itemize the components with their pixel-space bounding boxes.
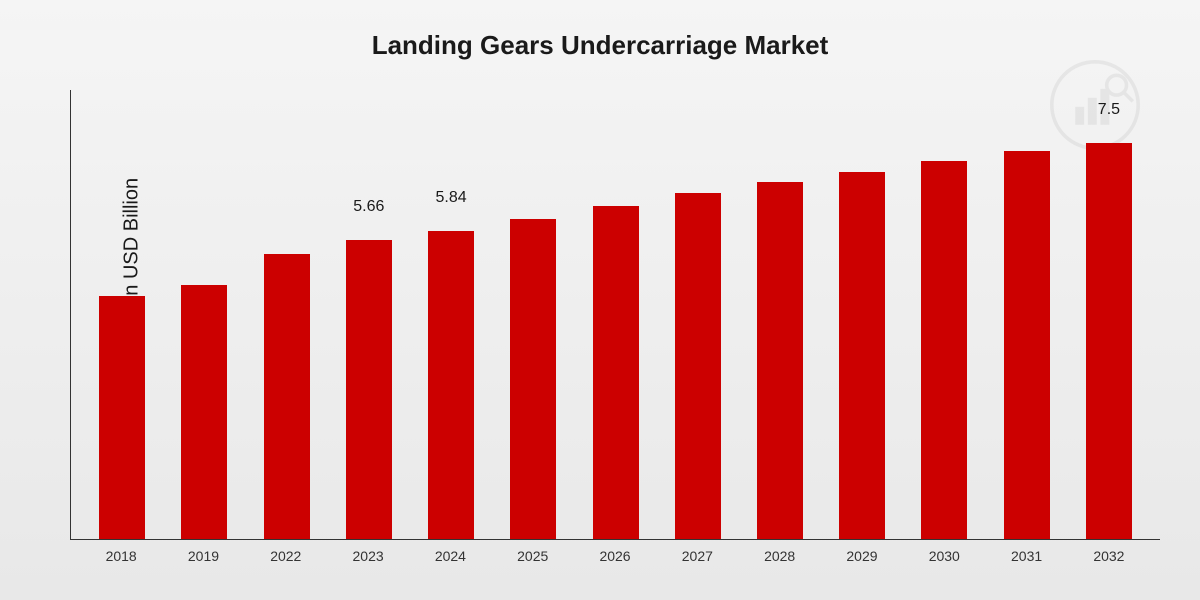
bar	[346, 240, 392, 539]
bar	[921, 161, 967, 539]
bar	[181, 285, 227, 539]
x-axis-tick-label: 2032	[1068, 540, 1150, 570]
bar-group	[821, 90, 903, 539]
bar-group	[986, 90, 1068, 539]
bar	[99, 296, 145, 539]
x-axis-tick-label: 2029	[821, 540, 903, 570]
bar	[757, 182, 803, 539]
bar-value-label: 5.66	[353, 198, 384, 216]
x-axis-tick-label: 2022	[245, 540, 327, 570]
bar-value-label: 5.84	[435, 189, 466, 207]
x-axis-labels: 2018201920222023202420252026202720282029…	[70, 540, 1160, 570]
bar	[428, 231, 474, 539]
bars-group: 5.66 5.84 7.5	[71, 90, 1160, 539]
bar	[264, 254, 310, 539]
chart-container: 5.66 5.84 7.5 2018201920222023202420252026…	[70, 90, 1160, 570]
bar-group: 7.5	[1068, 90, 1150, 539]
x-axis-tick-label: 2018	[80, 540, 162, 570]
x-axis-tick-label: 2026	[574, 540, 656, 570]
bar-group: 5.66	[328, 90, 410, 539]
bar-group	[739, 90, 821, 539]
bar-group	[81, 90, 163, 539]
x-axis-tick-label: 2019	[162, 540, 244, 570]
x-axis-tick-label: 2030	[903, 540, 985, 570]
bar-value-label: 7.5	[1098, 101, 1120, 119]
x-axis-tick-label: 2028	[739, 540, 821, 570]
bar-group: 5.84	[410, 90, 492, 539]
x-axis-tick-label: 2025	[492, 540, 574, 570]
bar	[510, 219, 556, 539]
bar-group	[903, 90, 985, 539]
chart-title: Landing Gears Undercarriage Market	[0, 0, 1200, 61]
bar-group	[492, 90, 574, 539]
x-axis-tick-label: 2024	[409, 540, 491, 570]
bar	[1004, 151, 1050, 539]
bar-group	[163, 90, 245, 539]
x-axis-tick-label: 2031	[985, 540, 1067, 570]
bar-group	[574, 90, 656, 539]
plot-area: 5.66 5.84 7.5	[70, 90, 1160, 540]
bar	[839, 172, 885, 539]
x-axis-tick-label: 2023	[327, 540, 409, 570]
bar-group	[657, 90, 739, 539]
bar	[593, 206, 639, 539]
bar-group	[245, 90, 327, 539]
bar	[675, 193, 721, 539]
x-axis-tick-label: 2027	[656, 540, 738, 570]
bar	[1086, 143, 1132, 539]
